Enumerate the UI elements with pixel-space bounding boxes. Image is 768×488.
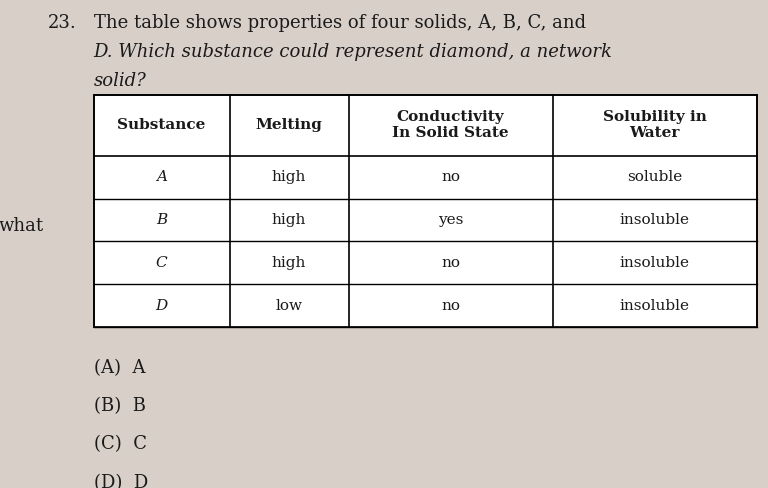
Text: (D)  D: (D) D: [94, 474, 147, 488]
Text: no: no: [441, 256, 460, 270]
Text: The table shows properties of four solids, A, B, C, and: The table shows properties of four solid…: [94, 14, 586, 32]
Text: insoluble: insoluble: [620, 256, 690, 270]
Text: (A)  A: (A) A: [94, 359, 145, 377]
Text: insoluble: insoluble: [620, 299, 690, 313]
Text: low: low: [276, 299, 303, 313]
Text: Substance: Substance: [118, 118, 206, 132]
Text: Melting: Melting: [256, 118, 323, 132]
Text: high: high: [272, 170, 306, 184]
Text: solid?: solid?: [94, 72, 147, 90]
Text: (C)  C: (C) C: [94, 435, 147, 453]
Text: 23.: 23.: [48, 14, 77, 32]
Text: Solubility in
Water: Solubility in Water: [603, 110, 707, 141]
Text: D: D: [155, 299, 167, 313]
Text: high: high: [272, 256, 306, 270]
Text: high: high: [272, 213, 306, 227]
Text: soluble: soluble: [627, 170, 682, 184]
Text: B: B: [156, 213, 167, 227]
Text: no: no: [441, 170, 460, 184]
Text: D. Which substance could represent diamond, a network: D. Which substance could represent diamo…: [94, 43, 612, 61]
Text: no: no: [441, 299, 460, 313]
Text: A: A: [156, 170, 167, 184]
Text: yes: yes: [438, 213, 463, 227]
Text: C: C: [156, 256, 167, 270]
Text: what: what: [0, 217, 44, 235]
Text: Conductivity
In Solid State: Conductivity In Solid State: [392, 110, 509, 141]
Text: insoluble: insoluble: [620, 213, 690, 227]
Text: (B)  B: (B) B: [94, 397, 146, 415]
